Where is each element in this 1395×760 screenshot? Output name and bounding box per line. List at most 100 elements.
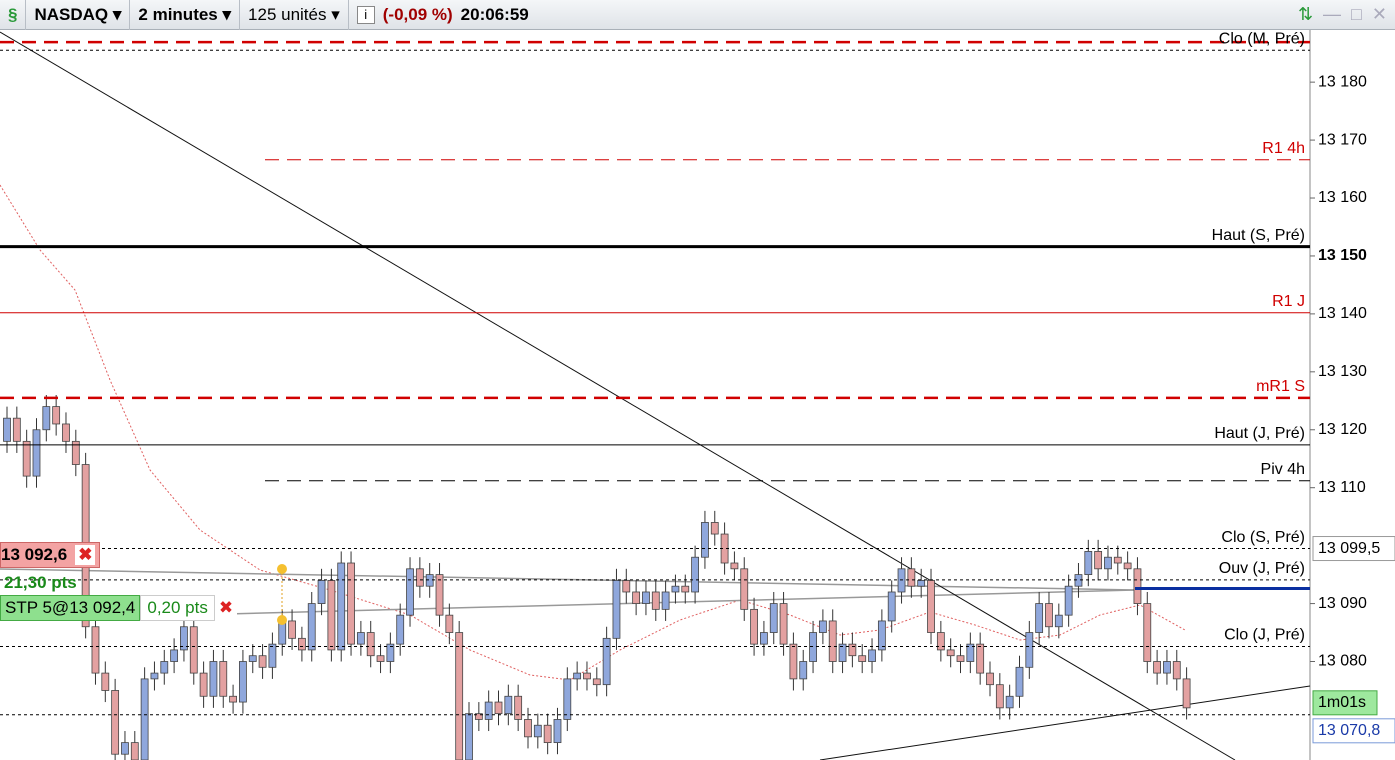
- candle-body: [1015, 666, 1024, 697]
- candle-body: [612, 579, 621, 639]
- candle-body: [1104, 556, 1112, 570]
- timer-box: [1312, 690, 1378, 716]
- candle-body: [976, 643, 985, 674]
- y-tick-label: 13 140: [1318, 305, 1367, 322]
- level-label: R1 4h: [1262, 140, 1305, 157]
- candle-body: [268, 643, 277, 668]
- candle-body: [818, 620, 827, 633]
- refresh[interactable]: ⇅: [1297, 4, 1314, 24]
- y-tick-label: 13 180: [1318, 73, 1367, 90]
- candle-body: [779, 603, 788, 645]
- candle-body: [62, 423, 70, 442]
- candle-body: [239, 661, 247, 703]
- period-select[interactable]: 2 minutes ▾: [130, 0, 241, 30]
- candle-body: [337, 562, 346, 651]
- candle-body: [563, 678, 572, 720]
- candle-body: [661, 591, 670, 610]
- candle-body: [868, 649, 876, 662]
- order-pl: 21,30 pts: [4, 572, 77, 594]
- candle-body: [1035, 603, 1044, 633]
- maximize[interactable]: □: [1351, 4, 1362, 24]
- trend-line: [819, 685, 1311, 760]
- candle-body: [258, 655, 267, 668]
- candle-body: [474, 713, 483, 720]
- candle-body: [121, 742, 129, 755]
- cancel[interactable]: ✖: [214, 598, 238, 618]
- candle-body: [1113, 556, 1122, 564]
- level-label: Haut (S, Pré): [1212, 227, 1305, 244]
- candle-body: [189, 626, 198, 674]
- candle-body: [858, 655, 867, 662]
- candle-body: [140, 678, 149, 760]
- candle-body: [317, 579, 326, 604]
- candle-body: [828, 620, 837, 662]
- toolbar: § NASDAQ ▾ 2 minutes ▾ 125 unités ▾ i (-…: [0, 0, 1395, 30]
- candle-body: [3, 417, 11, 442]
- candle-body: [1094, 551, 1103, 570]
- candle-body: [632, 591, 641, 604]
- candle-body: [995, 684, 1004, 709]
- axis-panel: [1310, 30, 1395, 760]
- candle-body: [1054, 614, 1063, 628]
- candle-body: [504, 695, 513, 715]
- candle-body: [651, 591, 660, 610]
- candle-body: [12, 417, 21, 442]
- candle-body: [524, 719, 532, 738]
- candle-body: [760, 632, 768, 645]
- candle-body: [1133, 568, 1142, 604]
- candle-body: [1123, 562, 1132, 570]
- candle-body: [1182, 678, 1191, 709]
- info-icon[interactable]: i: [356, 5, 375, 24]
- close[interactable]: ✕: [1371, 4, 1387, 24]
- order-price[interactable]: 13 092,6 ✖: [0, 542, 101, 568]
- stop-order[interactable]: STP 5@13 092,4 0,20 pts ✖: [0, 594, 238, 622]
- alert-line: [0, 568, 1136, 591]
- y-tick-label: 13 170: [1318, 131, 1367, 148]
- candle-body: [229, 695, 237, 703]
- candle-body: [209, 661, 218, 697]
- candle-body: [1084, 551, 1093, 576]
- candle-body: [307, 603, 316, 651]
- level-label: Piv 4h: [1261, 461, 1305, 478]
- candle-body: [170, 649, 179, 662]
- pl: 21,30 pts: [4, 573, 77, 592]
- y-tick-label: 13 110: [1318, 479, 1366, 496]
- candle-body: [543, 724, 552, 744]
- level-label: mR1 S: [1256, 378, 1305, 395]
- order-handle[interactable]: [277, 615, 287, 625]
- y-tick-label: 13 120: [1318, 421, 1367, 438]
- candle-body: [583, 672, 591, 680]
- instrument-select[interactable]: NASDAQ ▾: [26, 0, 131, 30]
- candle-body: [750, 608, 758, 645]
- candle-body: [946, 649, 955, 657]
- minimize[interactable]: —: [1323, 4, 1342, 24]
- candle-body: [386, 643, 395, 662]
- moving-average: [0, 184, 1186, 681]
- candle-body: [494, 701, 503, 715]
- candle-body: [877, 620, 886, 651]
- candle-body: [533, 724, 542, 738]
- level-label: Ouv (J, Pré): [1219, 560, 1305, 577]
- candle-body: [288, 620, 296, 639]
- order-price-label: 13 092,6: [1, 545, 68, 564]
- order-handle[interactable]: [277, 564, 287, 574]
- candle-body: [936, 632, 945, 651]
- candle-body: [199, 672, 208, 697]
- price-box-label: 13 099,5: [1318, 540, 1380, 557]
- app-icon[interactable]: §: [0, 0, 27, 30]
- level-label: Clo (M, Pré): [1219, 30, 1305, 47]
- candle-body: [553, 719, 562, 744]
- cancel[interactable]: ✖: [75, 545, 96, 565]
- candle-body: [435, 574, 444, 616]
- candle-body: [1074, 574, 1083, 587]
- candle-body: [887, 591, 896, 622]
- candle-body: [927, 579, 935, 633]
- candle-body: [111, 690, 120, 755]
- candle-body: [671, 585, 680, 593]
- candle-body: [514, 695, 523, 720]
- size-select[interactable]: 125 unités ▾: [240, 0, 349, 30]
- candle-body: [130, 742, 139, 760]
- quote: i (-0,09 %) 20:06:59: [349, 0, 537, 30]
